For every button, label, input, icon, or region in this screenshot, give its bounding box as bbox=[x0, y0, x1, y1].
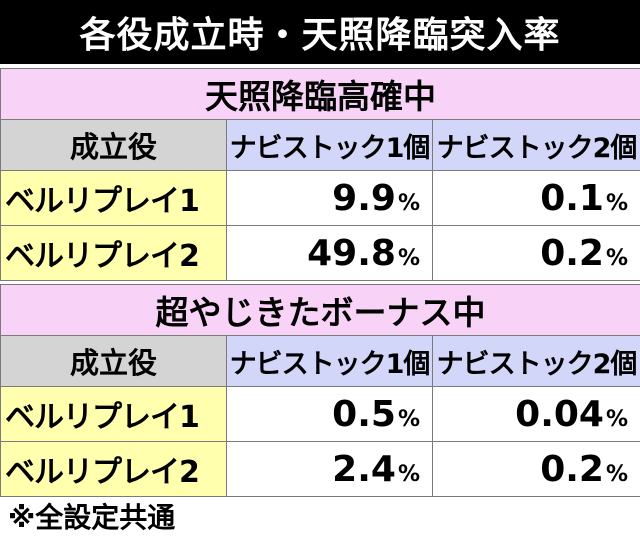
rate-value: 0.5 bbox=[332, 393, 396, 435]
percent-sign: % bbox=[605, 461, 629, 487]
percent-sign: % bbox=[397, 406, 420, 432]
table-row: ベルリプレイ2 2.4% 0.2% bbox=[0, 441, 640, 497]
rate-cell: 2.4% bbox=[226, 441, 433, 497]
column-header-navi-1: ナビストック1個 bbox=[226, 119, 433, 171]
table-row: ベルリプレイ2 49.8% 0.2% bbox=[0, 225, 640, 281]
rate-value: 0.1 bbox=[540, 177, 604, 219]
rate-table-bonus: 超やじきたボーナス中 成立役 ナビストック1個 ナビストック2個 ベルリプレイ1… bbox=[0, 284, 640, 497]
rate-cell: 0.1% bbox=[431, 170, 640, 226]
rate-value: 0.04 bbox=[515, 393, 604, 435]
rate-cell: 0.2% bbox=[431, 225, 640, 281]
rate-value: 0.2 bbox=[540, 232, 604, 274]
table-row: ベルリプレイ1 9.9% 0.1% bbox=[0, 170, 640, 226]
rate-cell: 0.5% bbox=[226, 386, 433, 442]
percent-sign: % bbox=[397, 245, 420, 271]
footnote: ※全設定共通 bbox=[8, 501, 176, 534]
column-header-navi-1: ナビストック1個 bbox=[226, 335, 433, 387]
table-row: ベルリプレイ1 0.5% 0.04% bbox=[0, 386, 640, 442]
role-cell: ベルリプレイ1 bbox=[0, 170, 227, 226]
percent-sign: % bbox=[397, 461, 420, 487]
role-cell: ベルリプレイ1 bbox=[0, 386, 227, 442]
rate-value: 49.8 bbox=[307, 232, 396, 274]
section-header: 超やじきたボーナス中 bbox=[0, 284, 640, 336]
rate-cell: 0.2% bbox=[431, 441, 640, 497]
percent-sign: % bbox=[605, 406, 629, 432]
percent-sign: % bbox=[397, 190, 420, 216]
rate-cell: 0.04% bbox=[431, 386, 640, 442]
column-header-role: 成立役 bbox=[0, 119, 227, 171]
rate-value: 9.9 bbox=[332, 177, 396, 219]
rate-table-high-probability: 天照降臨高確中 成立役 ナビストック1個 ナビストック2個 ベルリプレイ1 9.… bbox=[0, 68, 640, 281]
column-header-navi-2: ナビストック2個 bbox=[431, 119, 640, 171]
section-header: 天照降臨高確中 bbox=[0, 68, 640, 120]
role-cell: ベルリプレイ2 bbox=[0, 225, 227, 281]
page-title: 各役成立時・天照降臨突入率 bbox=[0, 0, 640, 64]
rate-cell: 49.8% bbox=[226, 225, 433, 281]
rate-cell: 9.9% bbox=[226, 170, 433, 226]
percent-sign: % bbox=[605, 245, 629, 271]
column-header-navi-2: ナビストック2個 bbox=[431, 335, 640, 387]
rate-value: 0.2 bbox=[540, 448, 604, 490]
percent-sign: % bbox=[605, 190, 629, 216]
column-header-role: 成立役 bbox=[0, 335, 227, 387]
role-cell: ベルリプレイ2 bbox=[0, 441, 227, 497]
rate-value: 2.4 bbox=[332, 448, 396, 490]
